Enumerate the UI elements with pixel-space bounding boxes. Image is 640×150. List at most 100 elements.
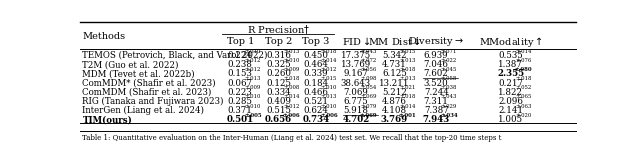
Text: 7.244: 7.244 bbox=[424, 88, 449, 97]
Text: 17.375: 17.375 bbox=[340, 51, 371, 60]
Text: 0.515: 0.515 bbox=[266, 106, 291, 115]
Text: 0.334: 0.334 bbox=[266, 88, 291, 97]
Text: ±.010: ±.010 bbox=[245, 49, 261, 54]
Text: 0.238: 0.238 bbox=[228, 60, 253, 69]
Text: 0.656: 0.656 bbox=[265, 115, 292, 124]
Text: ±.054: ±.054 bbox=[360, 85, 377, 90]
Text: 9.167: 9.167 bbox=[343, 69, 368, 78]
Text: ComMDM* (Shafir et al. 2023): ComMDM* (Shafir et al. 2023) bbox=[83, 78, 216, 87]
Text: 5.212: 5.212 bbox=[382, 88, 407, 97]
Text: MModality$\uparrow$: MModality$\uparrow$ bbox=[479, 35, 542, 49]
Text: Top 3: Top 3 bbox=[303, 37, 330, 46]
Text: ±.010: ±.010 bbox=[321, 104, 337, 109]
Text: 1.822: 1.822 bbox=[498, 88, 523, 97]
Text: ±.009: ±.009 bbox=[283, 67, 300, 72]
Text: 4.731: 4.731 bbox=[382, 60, 407, 69]
Text: ±.052: ±.052 bbox=[515, 85, 532, 90]
Text: 0.624: 0.624 bbox=[303, 106, 328, 115]
Text: 0.153: 0.153 bbox=[228, 69, 253, 78]
Text: 5.918: 5.918 bbox=[343, 106, 368, 115]
Text: 0.316: 0.316 bbox=[266, 51, 291, 60]
Text: 0.464: 0.464 bbox=[303, 60, 328, 69]
Text: ±.010: ±.010 bbox=[245, 104, 261, 109]
Text: ±.045: ±.045 bbox=[441, 67, 457, 72]
Text: ±.079: ±.079 bbox=[360, 104, 377, 109]
Text: ±.029: ±.029 bbox=[441, 104, 457, 109]
Text: MDM (Tevet et al. 2022b): MDM (Tevet et al. 2022b) bbox=[83, 69, 195, 78]
Text: ±.069: ±.069 bbox=[360, 94, 377, 99]
Text: 0.450: 0.450 bbox=[303, 51, 328, 60]
Text: 13.211: 13.211 bbox=[380, 78, 410, 87]
Text: ±.022: ±.022 bbox=[441, 58, 457, 63]
Text: Top 1: Top 1 bbox=[227, 37, 254, 46]
Text: 6.775: 6.775 bbox=[344, 97, 368, 106]
Text: 4.702: 4.702 bbox=[342, 115, 369, 124]
Text: TEMOS (Petrovich, Black, and Varol 2022): TEMOS (Petrovich, Black, and Varol 2022) bbox=[83, 51, 268, 60]
Text: 7.602: 7.602 bbox=[424, 69, 449, 78]
Text: 1.005: 1.005 bbox=[498, 115, 523, 124]
Text: 3.520: 3.520 bbox=[424, 78, 449, 87]
Text: 7.943: 7.943 bbox=[422, 115, 450, 124]
Text: ±.080: ±.080 bbox=[515, 67, 532, 72]
Text: ±.012: ±.012 bbox=[283, 104, 300, 109]
Text: ±.013: ±.013 bbox=[399, 76, 415, 81]
Text: 4.108: 4.108 bbox=[382, 106, 407, 115]
Text: ±.001: ±.001 bbox=[399, 113, 416, 118]
Text: 5.342: 5.342 bbox=[382, 51, 407, 60]
Text: 0.224: 0.224 bbox=[228, 51, 253, 60]
Text: 0.125: 0.125 bbox=[266, 78, 291, 87]
Text: ±.043: ±.043 bbox=[360, 49, 377, 54]
Text: 0.217: 0.217 bbox=[498, 78, 523, 87]
Text: ±.010: ±.010 bbox=[283, 58, 300, 63]
Text: MM Dist$\downarrow$: MM Dist$\downarrow$ bbox=[368, 36, 421, 47]
Text: 7.311: 7.311 bbox=[424, 97, 449, 106]
Text: 4.876: 4.876 bbox=[382, 97, 407, 106]
Text: ±.020: ±.020 bbox=[515, 113, 532, 118]
Text: ±.018: ±.018 bbox=[399, 94, 415, 99]
Text: 0.339: 0.339 bbox=[304, 69, 328, 78]
Text: 0.371: 0.371 bbox=[228, 106, 253, 115]
Text: 2.141: 2.141 bbox=[498, 106, 523, 115]
Text: FID$\downarrow$: FID$\downarrow$ bbox=[342, 36, 370, 47]
Text: TIM(ours): TIM(ours) bbox=[83, 115, 132, 124]
Text: ±.013: ±.013 bbox=[399, 58, 415, 63]
Text: ±.038: ±.038 bbox=[441, 85, 457, 90]
Text: ±.013: ±.013 bbox=[245, 76, 261, 81]
Text: ±.015: ±.015 bbox=[321, 76, 337, 81]
Text: ±.018: ±.018 bbox=[321, 49, 337, 54]
Text: 0.260: 0.260 bbox=[266, 69, 291, 78]
Text: ±.069: ±.069 bbox=[360, 113, 378, 118]
Text: 0.734: 0.734 bbox=[303, 115, 330, 124]
Text: 38.643: 38.643 bbox=[340, 78, 371, 87]
Text: 0.285: 0.285 bbox=[228, 97, 253, 106]
Text: ±.014: ±.014 bbox=[515, 49, 532, 54]
Text: 0.466: 0.466 bbox=[303, 88, 328, 97]
Text: 7.046: 7.046 bbox=[424, 60, 449, 69]
Text: ±.018: ±.018 bbox=[515, 76, 532, 81]
Text: ±.034: ±.034 bbox=[440, 113, 458, 118]
Text: ±.006: ±.006 bbox=[282, 113, 300, 118]
Text: ±.018: ±.018 bbox=[399, 67, 415, 72]
Text: ±.013: ±.013 bbox=[321, 94, 337, 99]
Text: InterGen (Liang et al. 2024): InterGen (Liang et al. 2024) bbox=[83, 106, 205, 115]
Text: 13.769: 13.769 bbox=[340, 60, 371, 69]
Text: ±.012: ±.012 bbox=[245, 58, 261, 63]
Text: 0.521: 0.521 bbox=[303, 97, 328, 106]
Text: ±.018: ±.018 bbox=[283, 76, 300, 81]
Text: ±.013: ±.013 bbox=[283, 49, 300, 54]
Text: Table 1: Quantitative evaluation on the Inter-Human (Liang et al. 2024) test set: Table 1: Quantitative evaluation on the … bbox=[83, 134, 502, 141]
Text: ±.043: ±.043 bbox=[441, 94, 457, 99]
Text: Top 2: Top 2 bbox=[265, 37, 292, 46]
Text: ±.014: ±.014 bbox=[321, 58, 337, 63]
Text: ±.015: ±.015 bbox=[399, 49, 415, 54]
Text: 6.125: 6.125 bbox=[382, 69, 407, 78]
Text: 7.387: 7.387 bbox=[424, 106, 449, 115]
Text: ±.014: ±.014 bbox=[399, 104, 415, 109]
Text: ±.072: ±.072 bbox=[360, 58, 377, 63]
Text: 6.939: 6.939 bbox=[424, 51, 449, 60]
Text: ±.065: ±.065 bbox=[515, 94, 532, 99]
Text: ±.005: ±.005 bbox=[244, 113, 262, 118]
Text: Methods: Methods bbox=[83, 32, 125, 41]
Text: 2.355: 2.355 bbox=[497, 69, 524, 78]
Text: ±.012: ±.012 bbox=[321, 67, 337, 72]
